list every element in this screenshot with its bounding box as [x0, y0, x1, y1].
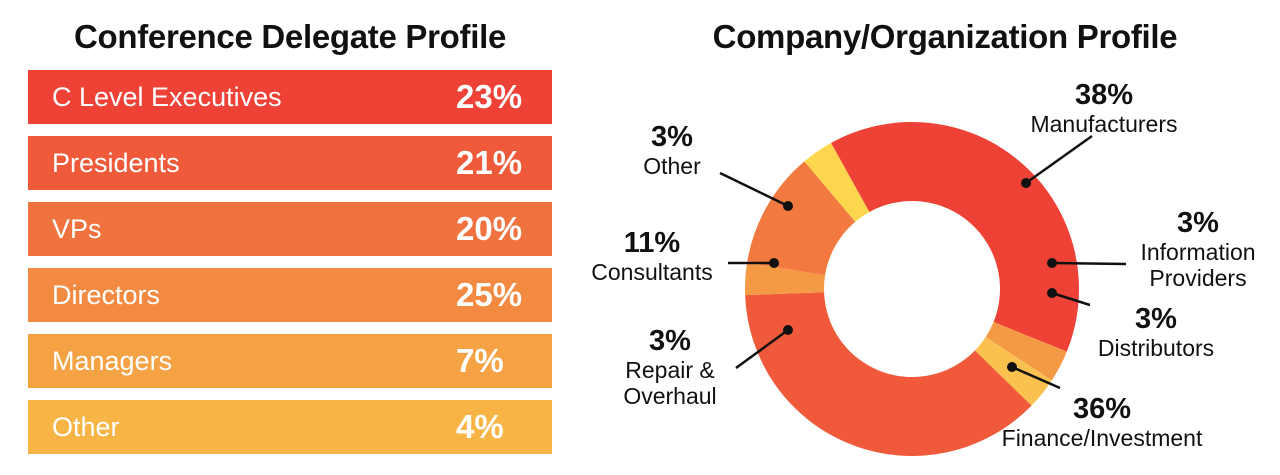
slice-percent-label: 11% [624, 227, 681, 259]
delegate-row-value: 25% [456, 276, 523, 313]
delegate-row: Other 4% [28, 400, 552, 454]
company-profile-title: Company/Organization Profile [712, 18, 1178, 55]
leader-dot [783, 201, 793, 211]
delegate-row-value: 7% [456, 342, 504, 379]
donut-slice [804, 142, 870, 222]
slice-name-label: Repair & [625, 357, 714, 383]
delegate-row-value: 20% [456, 210, 523, 247]
delegate-row-label: Other [52, 411, 120, 442]
leader-dot [1021, 178, 1031, 188]
leader-dot [769, 258, 779, 268]
donut-slice [747, 161, 856, 276]
slice-name-label: Distributors [1098, 335, 1214, 361]
slice-name-label: Finance/Investment [1002, 425, 1203, 451]
slice-name-label: Other [643, 153, 701, 179]
leader-line [1011, 365, 1061, 390]
delegate-row-value: 4% [456, 408, 504, 445]
leader-line [719, 171, 789, 208]
delegate-row-label: Managers [52, 345, 173, 376]
delegate-row-label: Presidents [52, 147, 180, 178]
slice-name-label: Information [1140, 239, 1255, 265]
leader-dot [1007, 362, 1017, 372]
slice-percent-label: 3% [1177, 207, 1219, 239]
delegate-row-label: Directors [52, 279, 161, 310]
slice-percent-label: 36% [1073, 393, 1131, 425]
leader-line [1025, 134, 1093, 185]
donut-slice [831, 121, 1080, 352]
delegate-row-label: C Level Executives [52, 81, 282, 112]
delegate-row-value: 23% [456, 78, 523, 115]
slice-percent-label: 38% [1075, 79, 1133, 111]
slice-name-label: Overhaul [623, 383, 716, 409]
donut-slice [985, 322, 1067, 381]
donut-slice [745, 292, 1032, 457]
delegate-profile-title: Conference Delegate Profile [73, 18, 507, 55]
company-profile-donut-chart: 38%Manufacturers3%InformationProviders3%… [591, 79, 1256, 457]
leader-dot [1047, 288, 1057, 298]
slice-name-label: Consultants [591, 259, 712, 285]
slice-name-label: Manufacturers [1030, 111, 1177, 137]
delegate-row: C Level Executives 23% [28, 70, 552, 124]
slice-percent-label: 3% [649, 325, 691, 357]
leader-dot [1047, 258, 1057, 268]
delegate-row: VPs 20% [28, 202, 552, 256]
slice-percent-label: 3% [1135, 303, 1177, 335]
leader-line [1051, 291, 1091, 307]
delegate-profile-list: C Level Executives 23% Presidents 21% VPs 20%… [28, 70, 552, 466]
leader-line [735, 328, 789, 370]
delegate-row-label: VPs [52, 213, 102, 244]
delegate-row-value: 21% [456, 144, 523, 181]
delegate-row: Managers 7% [28, 334, 552, 388]
leader-line [1051, 261, 1127, 266]
leader-dot [783, 325, 793, 335]
donut-slice [745, 262, 826, 296]
slice-percent-label: 3% [651, 121, 693, 153]
slice-name-label: Providers [1149, 265, 1246, 291]
delegate-row: Presidents 21% [28, 136, 552, 190]
delegate-row: Directors 25% [28, 268, 552, 322]
